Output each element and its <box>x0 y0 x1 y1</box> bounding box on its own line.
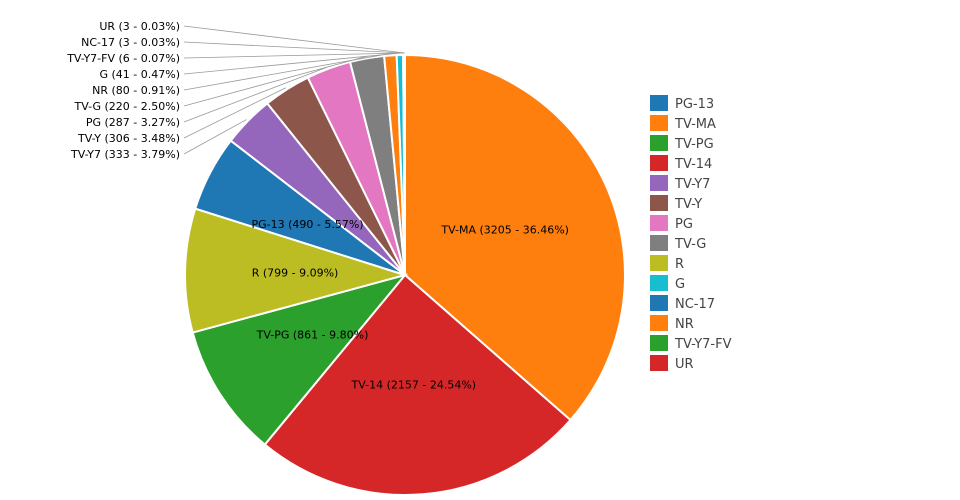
legend: PG-13 TV-MA TV-PG TV-14 TV-Y7 TV-Y PG TV-G RG NC-… <box>650 95 732 372</box>
pie-slice-tv-pg[interactable] <box>191 273 408 446</box>
slice-label-pg: PG (287 - 3.27%) <box>86 116 180 129</box>
slice-label-tv-y: TV-Y (306 - 3.48%) <box>77 132 180 145</box>
pie-slice-tv-ma[interactable] <box>404 53 626 422</box>
slice-label-tv-y7: TV-Y7 (333 - 3.79%) <box>70 148 180 161</box>
legend-item-nr[interactable]: NR <box>650 315 694 332</box>
slice-label-ur: UR (3 - 0.03%) <box>99 20 180 33</box>
leader-lines <box>183 25 405 155</box>
slice-label-tv-pg: TV-PG (861 - 9.80%) <box>256 329 369 342</box>
slice-labels: TV-MA (3205 - 36.46%) TV-14 (2157 - 24.54… <box>66 20 569 392</box>
legend-swatch <box>650 215 668 231</box>
slice-label-pg-13: PG-13 (490 - 5.57%) <box>251 218 363 231</box>
legend-swatch <box>650 355 668 371</box>
legend-label: TV-Y7 <box>674 177 710 192</box>
legend-swatch <box>650 335 668 351</box>
legend-item-tv-14[interactable]: TV-14 <box>650 155 712 172</box>
slice-label-tv-g: TV-G (220 - 2.50%) <box>74 100 180 113</box>
legend-swatch <box>650 135 668 151</box>
legend-item-pg-13[interactable]: PG-13 <box>650 95 714 112</box>
leader-line-nc-17 <box>183 41 405 54</box>
legend-label: PG-13 <box>675 97 714 112</box>
legend-swatch <box>650 175 668 191</box>
legend-label: G <box>675 277 685 292</box>
legend-label: TV-14 <box>674 157 712 172</box>
legend-item-g[interactable]: G <box>650 275 685 292</box>
leader-line-tv-y7 <box>183 119 247 155</box>
leader-line-ur <box>183 25 405 54</box>
leader-line-pg <box>183 66 329 123</box>
pie-slice-tv-14[interactable] <box>263 273 572 496</box>
slice-label-tv-ma: TV-MA (3205 - 36.46%) <box>440 224 569 237</box>
legend-swatch <box>650 195 668 211</box>
pie-slice-r[interactable] <box>184 207 409 334</box>
legend-label: R <box>675 257 684 272</box>
leader-line-tv-y <box>183 87 286 139</box>
legend-item-tv-pg[interactable]: TV-PG <box>650 135 714 152</box>
legend-swatch <box>650 295 668 311</box>
legend-label: TV-Y <box>674 197 702 212</box>
legend-label: TV-PG <box>674 137 714 152</box>
legend-item-tv-y7-fv[interactable]: TV-Y7-FV <box>650 335 732 352</box>
legend-item-tv-y7[interactable]: TV-Y7 <box>650 175 710 192</box>
legend-swatch <box>650 315 668 331</box>
legend-label: TV-MA <box>674 117 716 132</box>
legend-label: UR <box>675 357 694 372</box>
legend-swatch <box>650 255 668 271</box>
legend-item-tv-ma[interactable]: TV-MA <box>650 115 716 132</box>
legend-item-tv-g[interactable]: TV-G <box>650 235 706 252</box>
legend-item-ur[interactable]: UR <box>650 355 694 372</box>
legend-swatch <box>650 95 668 111</box>
pie-slices <box>184 53 626 496</box>
legend-item-tv-y[interactable]: TV-Y <box>650 195 702 212</box>
slice-label-nr: NR (80 - 0.91%) <box>92 84 180 97</box>
legend-label: TV-Y7-FV <box>674 337 732 352</box>
legend-item-r[interactable]: R <box>650 255 684 272</box>
legend-swatch <box>650 275 668 291</box>
leader-line-g <box>183 52 400 75</box>
legend-label: NC-17 <box>675 297 715 312</box>
legend-swatch <box>650 115 668 131</box>
slice-label-tv-y7-fv: TV-Y7-FV (6 - 0.07%) <box>66 52 180 65</box>
slice-label-tv-14: TV-14 (2157 - 24.54%) <box>351 379 477 392</box>
legend-label: NR <box>675 317 694 332</box>
slice-label-g: G (41 - 0.47%) <box>99 68 180 81</box>
leader-line-tv-g <box>183 55 367 107</box>
legend-swatch <box>650 235 668 251</box>
legend-label: PG <box>675 217 693 232</box>
legend-swatch <box>650 155 668 171</box>
slice-label-r: R (799 - 9.09%) <box>252 267 339 280</box>
leader-line-tv-y7-fv <box>183 52 404 59</box>
legend-item-pg[interactable]: PG <box>650 215 693 232</box>
legend-item-nc-17[interactable]: NC-17 <box>650 295 715 312</box>
slice-label-nc-17: NC-17 (3 - 0.03%) <box>81 36 180 49</box>
legend-label: TV-G <box>674 237 706 252</box>
